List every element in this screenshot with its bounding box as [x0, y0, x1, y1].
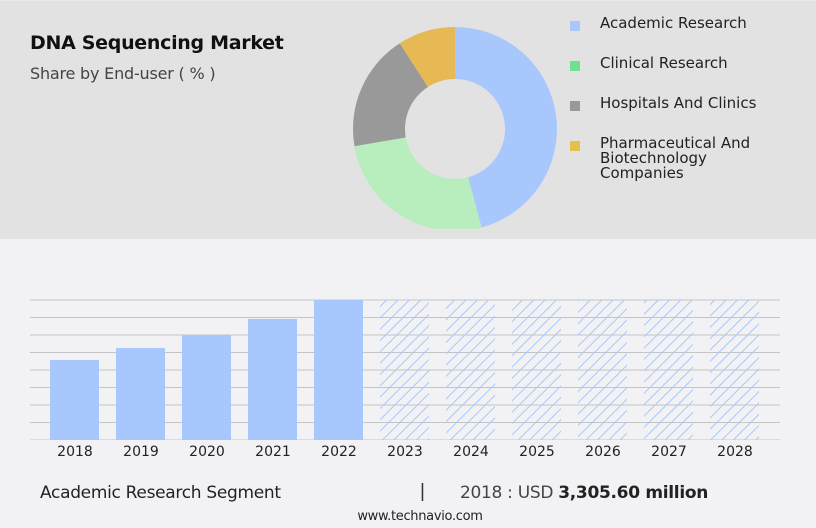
chart-title: DNA Sequencing Market: [30, 32, 284, 54]
legend-swatch-icon: [570, 61, 580, 71]
x-tick-label: 2022: [321, 444, 357, 460]
x-tick-label: 2024: [453, 444, 489, 460]
donut-slice-academic-research: [455, 27, 557, 228]
legend-swatch-icon: [570, 21, 580, 31]
forecast-bar-2028: [710, 300, 759, 440]
forecast-bar-2027: [644, 300, 693, 440]
x-tick-label: 2021: [255, 444, 291, 460]
donut-slice-pharmaceutical-and-biotechnology-companies: [399, 27, 455, 87]
segment-label: Academic Research Segment: [40, 483, 281, 503]
bar-2018: [50, 360, 99, 440]
legend-label: Academic Research: [600, 14, 747, 32]
bar-chart: 2018 2019 2020 2021 2022 2023 2024 2025 2026 2027…: [0, 290, 816, 470]
forecast-bar-2025: [512, 300, 561, 440]
x-tick-label: 2019: [123, 444, 159, 460]
legend-swatch-icon: [570, 141, 580, 151]
legend-label: Clinical Research: [600, 54, 728, 72]
bar-2021: [248, 318, 297, 440]
forecast-bar-2026: [578, 300, 627, 440]
donut-chart: [353, 27, 557, 229]
x-tick-label: 2027: [651, 444, 687, 460]
x-tick-label: 2025: [519, 444, 555, 460]
x-tick-label: 2028: [717, 444, 753, 460]
source-link[interactable]: www.technavio.com: [357, 509, 483, 524]
x-tick-label: 2020: [189, 444, 225, 460]
segment-year-prefix: 2018 : USD: [460, 483, 559, 503]
segment-value: 2018 : USD 3,305.60 million: [460, 483, 708, 503]
legend-label: Pharmaceutical And Biotechnology Compani…: [600, 134, 751, 182]
segment-value-amount: 3,305.60 million: [558, 483, 709, 503]
top-panel: DNA Sequencing Market Share by End-user …: [0, 0, 816, 239]
donut-slice-hospitals-and-clinics: [353, 43, 428, 147]
x-tick-label: 2026: [585, 444, 621, 460]
chart-subtitle: Share by End-user ( % ): [30, 64, 216, 83]
legend-label: Hospitals And Clinics: [600, 94, 757, 112]
x-tick-label: 2023: [387, 444, 423, 460]
forecast-bar-2024: [446, 300, 495, 440]
x-tick-label: 2018: [57, 444, 93, 460]
bar-2020: [182, 334, 231, 440]
legend-swatch-icon: [570, 101, 580, 111]
forecast-bar-2023: [380, 300, 429, 440]
bar-2019: [116, 348, 165, 440]
bar-chart-plot: [30, 299, 780, 441]
footer-separator: |: [420, 481, 425, 502]
bar-2022: [314, 300, 363, 440]
donut-slice-clinical-research: [354, 137, 482, 229]
